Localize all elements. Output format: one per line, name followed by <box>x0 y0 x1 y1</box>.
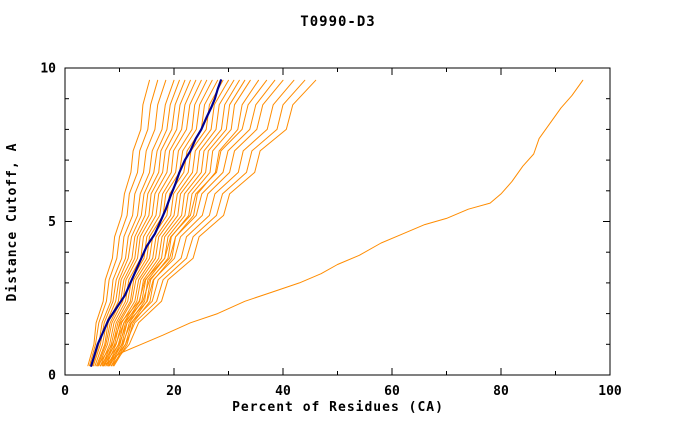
orange-line-01 <box>87 79 150 367</box>
orange-line-02 <box>89 79 159 367</box>
y-tick-label: 10 <box>40 62 56 77</box>
orange-line-23 <box>105 79 295 367</box>
orange-line-24 <box>108 79 306 367</box>
orange-line-22 <box>102 79 284 367</box>
orange-line-11 <box>102 79 213 367</box>
orange-line-25 <box>110 79 317 367</box>
orange-line-15 <box>108 79 235 367</box>
orange-line-04 <box>92 79 175 367</box>
orange-line-20 <box>97 79 268 367</box>
x-tick-label: 100 <box>598 384 622 399</box>
orange-line-07 <box>97 79 191 367</box>
x-tick-label: 60 <box>384 384 400 399</box>
plot-border <box>64 67 611 376</box>
x-axis-label: Percent of Residues (CA) <box>232 400 444 415</box>
orange-line-17 <box>110 79 246 367</box>
orange-line-19 <box>113 79 259 367</box>
series-lines <box>87 79 584 367</box>
orange-line-10 <box>101 79 208 367</box>
y-tick-label: 0 <box>48 369 56 384</box>
x-tick-label: 20 <box>166 384 182 399</box>
y-axis-label: Distance Cutoff, A <box>5 143 20 302</box>
orange-line-09 <box>99 79 202 367</box>
blue-highlight-line <box>90 79 222 367</box>
x-tick-label: 0 <box>61 384 69 399</box>
chart-title: T0990-D3 <box>300 14 375 30</box>
orange-line-03 <box>91 79 167 367</box>
orange-line-08 <box>98 79 197 367</box>
axes-ticks: 0 20 40 60 80 100 0 5 10 <box>40 62 622 400</box>
orange-line-21 <box>99 79 276 367</box>
orange-line-outlier <box>102 79 584 367</box>
x-tick-label: 40 <box>275 384 291 399</box>
orange-line-14 <box>107 79 229 367</box>
orange-line-16 <box>109 79 240 367</box>
y-tick-label: 5 <box>48 215 56 230</box>
x-tick-label: 80 <box>493 384 509 399</box>
